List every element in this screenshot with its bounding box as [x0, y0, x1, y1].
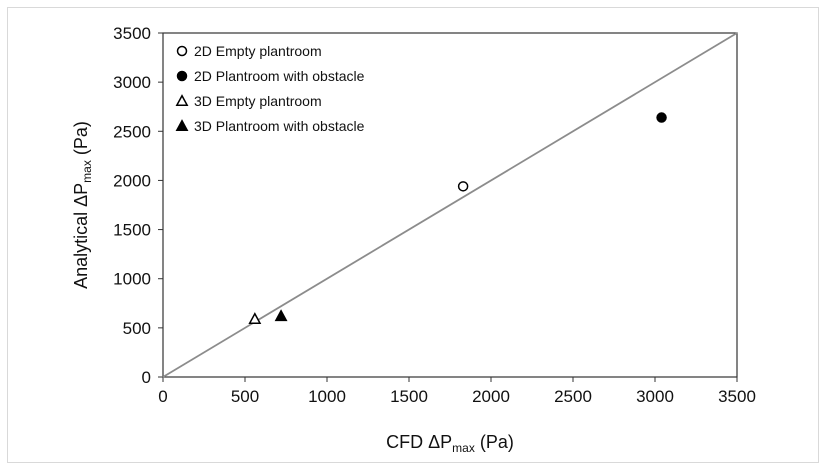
y-tick-label: 0: [142, 368, 151, 387]
legend-marker: [175, 119, 189, 132]
x-axis-ticks: 0 500 1000 1500 2000 2500 3000 3500: [158, 377, 756, 406]
data-point: [248, 312, 262, 325]
y-tick-label: 1500: [113, 221, 151, 240]
x-tick-label: 2000: [472, 387, 510, 406]
legend-label: 2D Plantroom with obstacle: [194, 68, 365, 84]
data-points: [248, 112, 667, 325]
legend-marker: [176, 70, 188, 82]
legend: 2D Empty plantroom 2D Plantroom with obst…: [175, 43, 365, 134]
x-tick-label: 500: [231, 387, 259, 406]
data-point: [457, 181, 469, 192]
legend-label: 2D Empty plantroom: [194, 43, 322, 59]
legend-label: 3D Empty plantroom: [194, 93, 322, 109]
y-tick-label: 2000: [113, 171, 151, 190]
y-tick-label: 3000: [113, 73, 151, 92]
plot-area: [162, 32, 738, 378]
x-tick-label: 1500: [390, 387, 428, 406]
legend-label: 3D Plantroom with obstacle: [194, 118, 365, 134]
y-tick-label: 2500: [113, 122, 151, 141]
y-tick-label: 1000: [113, 270, 151, 289]
x-tick-label: 2500: [554, 387, 592, 406]
y-axis-ticks: 0 500 1000 1500 2000 2500 3000 3500: [113, 24, 163, 387]
x-axis-title: CFD ΔPmax (Pa): [386, 432, 514, 455]
x-tick-label: 3500: [718, 387, 756, 406]
x-tick-label: 0: [158, 387, 167, 406]
legend-marker: [175, 94, 189, 107]
reference-line-group: [162, 32, 738, 378]
data-point: [656, 112, 667, 123]
legend-marker: [176, 45, 188, 57]
reference-line: [162, 32, 738, 378]
figure-frame: [7, 7, 819, 463]
x-tick-label: 3000: [636, 387, 674, 406]
x-tick-label: 1000: [308, 387, 346, 406]
y-tick-label: 3500: [113, 24, 151, 43]
y-axis-title: Analytical ΔPmax (Pa): [71, 121, 94, 289]
data-point: [274, 309, 288, 322]
y-tick-label: 500: [123, 319, 151, 338]
